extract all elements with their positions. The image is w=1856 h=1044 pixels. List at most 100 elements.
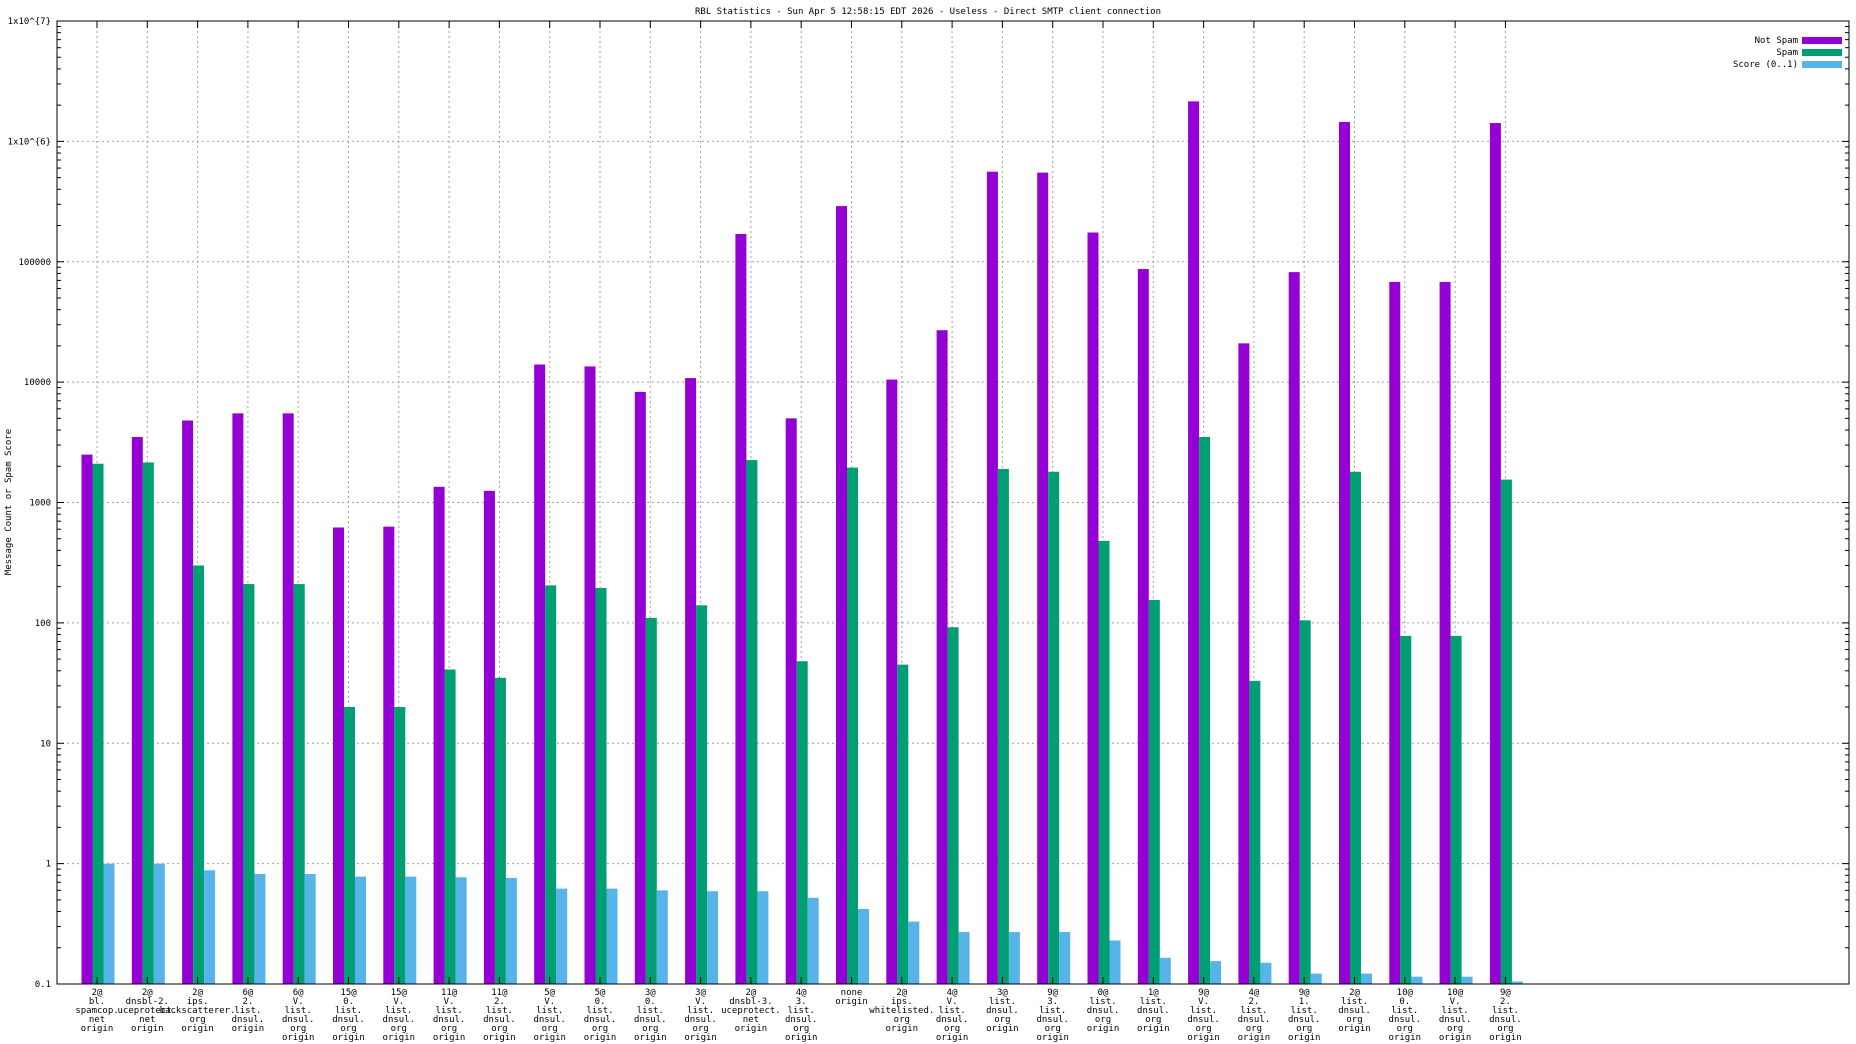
x-tick-label: origin [131, 1024, 164, 1034]
x-tick-label: dnsul. [1389, 1015, 1422, 1025]
x-tick-label: dnsul. [1238, 1015, 1271, 1025]
x-tick-label: origin [835, 997, 868, 1007]
bar-not-spam [383, 526, 395, 984]
x-tick-label: 3. [1047, 997, 1058, 1007]
x-tick-label: uceprotect. [721, 1006, 781, 1016]
bar-not-spam [785, 418, 797, 985]
x-tick-label: 2@ [92, 988, 103, 998]
bar-spam [142, 462, 154, 984]
bar-not-spam [1489, 123, 1501, 985]
bar-score-0-1 [858, 908, 869, 984]
x-tick-label: origin [1087, 1024, 1120, 1034]
x-tick-label: 15@ [391, 988, 408, 998]
x-tick-label: org [1145, 1015, 1161, 1025]
y-tick-label: 0.1 [35, 980, 51, 990]
bar-not-spam [1238, 343, 1250, 984]
x-tick-label: org [441, 1024, 457, 1034]
bar-not-spam [634, 391, 646, 984]
x-tick-label: origin [1338, 1024, 1371, 1034]
x-tick-label: 10@ [1397, 988, 1414, 998]
bar-not-spam [182, 420, 194, 984]
x-tick-label: list. [335, 1006, 362, 1016]
x-tick-label: 1@ [1148, 988, 1159, 998]
x-tick-label: origin [433, 1033, 466, 1043]
bar-not-spam [1087, 232, 1099, 985]
x-tick-label: org [1497, 1024, 1513, 1034]
x-tick-label: list. [1089, 997, 1116, 1007]
bar-not-spam [836, 206, 847, 984]
x-tick-label: list. [234, 1006, 261, 1016]
x-tick-label: origin [986, 1024, 1019, 1034]
x-tick-label: 10@ [1447, 988, 1464, 998]
bar-not-spam [936, 330, 948, 984]
x-tick-label: org [1095, 1015, 1111, 1025]
bar-score-0-1 [1461, 976, 1473, 984]
x-tick-label: 9@ [1198, 988, 1209, 998]
bar-not-spam [131, 437, 143, 984]
x-tick-label: 2@ [192, 988, 203, 998]
bar-spam [1450, 635, 1462, 984]
x-tick-label: 9@ [1047, 988, 1058, 998]
x-tick-label: org [692, 1024, 708, 1034]
x-tick-label: list. [687, 1006, 714, 1016]
bar-not-spam [986, 171, 998, 984]
x-tick-label: 2. [1248, 997, 1259, 1007]
x-tick-label: origin [533, 1033, 566, 1043]
bar-score-0-1 [656, 890, 668, 984]
x-tick-label: ips. [187, 997, 209, 1007]
x-tick-label: org [1397, 1024, 1413, 1034]
x-tick-label: list. [637, 1006, 664, 1016]
bars [81, 101, 1523, 985]
legend-label: Spam [1776, 48, 1798, 58]
x-tick-label: list. [385, 1006, 412, 1016]
legend: Not Spam Spam Score (0..1) [1733, 36, 1842, 70]
bar-score-0-1 [355, 876, 366, 984]
bar-score-0-1 [1109, 940, 1121, 984]
x-tick-label: list. [486, 1006, 513, 1016]
x-tick-label: dnsul. [1036, 1015, 1069, 1025]
x-tick-label: 0. [595, 997, 606, 1007]
bar-not-spam [584, 366, 596, 985]
x-tick-label: dnsul. [1288, 1015, 1321, 1025]
x-tick-label: dnsbl-3. [729, 997, 772, 1007]
x-tick-label: V. [695, 997, 706, 1007]
x-tick-label: V. [947, 997, 958, 1007]
bar-score-0-1 [1059, 932, 1071, 984]
x-tick-label: list. [1442, 1006, 1469, 1016]
bar-not-spam [1137, 269, 1149, 984]
chart-title: RBL Statistics - Sun Apr 5 12:58:15 EDT … [695, 7, 1161, 17]
bar-score-0-1 [1159, 957, 1171, 984]
x-tick-label: 1. [1299, 997, 1310, 1007]
x-tick-label: V. [1450, 997, 1461, 1007]
bar-score-0-1 [455, 877, 467, 984]
bar-not-spam [685, 378, 697, 984]
bar-not-spam [333, 527, 344, 984]
x-tick-label: org [944, 1024, 960, 1034]
y-tick-label: 1 [46, 860, 51, 870]
x-tick-label: origin [785, 1033, 818, 1043]
x-tick-label: dnsul. [1187, 1015, 1220, 1025]
bar-score-0-1 [1511, 981, 1523, 984]
x-tick-label: org [592, 1024, 608, 1034]
x-tick-label: V. [544, 997, 555, 1007]
y-tick-label: 1x10^{7} [8, 17, 51, 27]
x-tick-label: org [1447, 1024, 1463, 1034]
x-tick-label: dnsul. [1087, 1006, 1120, 1016]
x-tick-label: 0. [645, 997, 656, 1007]
x-tick-label: origin [282, 1033, 315, 1043]
x-tick-label: list. [1140, 997, 1167, 1007]
x-tick-label: list. [1190, 1006, 1217, 1016]
x-tick-label: 4@ [1248, 988, 1259, 998]
x-tick-label: list. [536, 1006, 563, 1016]
bar-spam [847, 467, 858, 984]
bar-score-0-1 [153, 863, 165, 984]
x-tick-label: 3@ [997, 988, 1008, 998]
bar-spam [1148, 599, 1160, 984]
bar-score-0-1 [707, 891, 719, 984]
x-tick-label: 2@ [745, 988, 756, 998]
y-tick-label: 1x10^{6} [8, 137, 51, 147]
x-tick-label: origin [1439, 1033, 1472, 1043]
legend-swatch [1802, 37, 1842, 44]
x-tick-label: list. [1492, 1006, 1519, 1016]
